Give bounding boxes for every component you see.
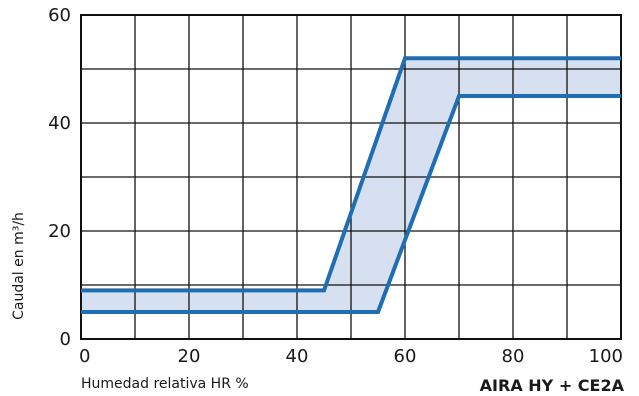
x-tick-label-60: 60 xyxy=(394,346,417,367)
model-label: AIRA HY + CE2A xyxy=(480,376,625,395)
y-tick-label-60: 60 xyxy=(48,5,71,26)
x-tick-label-0: 0 xyxy=(79,346,90,367)
y-tick-label-40: 40 xyxy=(48,113,71,134)
x-tick-label-40: 40 xyxy=(286,346,309,367)
x-tick-label-100: 100 xyxy=(589,346,623,367)
series-line-2 xyxy=(81,94,621,314)
x-tick-label-80: 80 xyxy=(502,346,525,367)
series-layer xyxy=(81,56,621,314)
y-tick-label-0: 0 xyxy=(60,329,71,350)
y-axis-label: Caudal en m³/h xyxy=(11,212,27,320)
x-tick-label-20: 20 xyxy=(178,346,201,367)
y-tick-label-20: 20 xyxy=(48,221,71,242)
tick-layer: 0 20 40 60 80 100 0 20 40 60 xyxy=(48,5,623,367)
plot-frame xyxy=(80,14,622,340)
series-line-1 xyxy=(81,56,621,293)
grid-layer xyxy=(80,14,622,340)
x-axis-label: Humedad relativa HR % xyxy=(81,376,249,392)
